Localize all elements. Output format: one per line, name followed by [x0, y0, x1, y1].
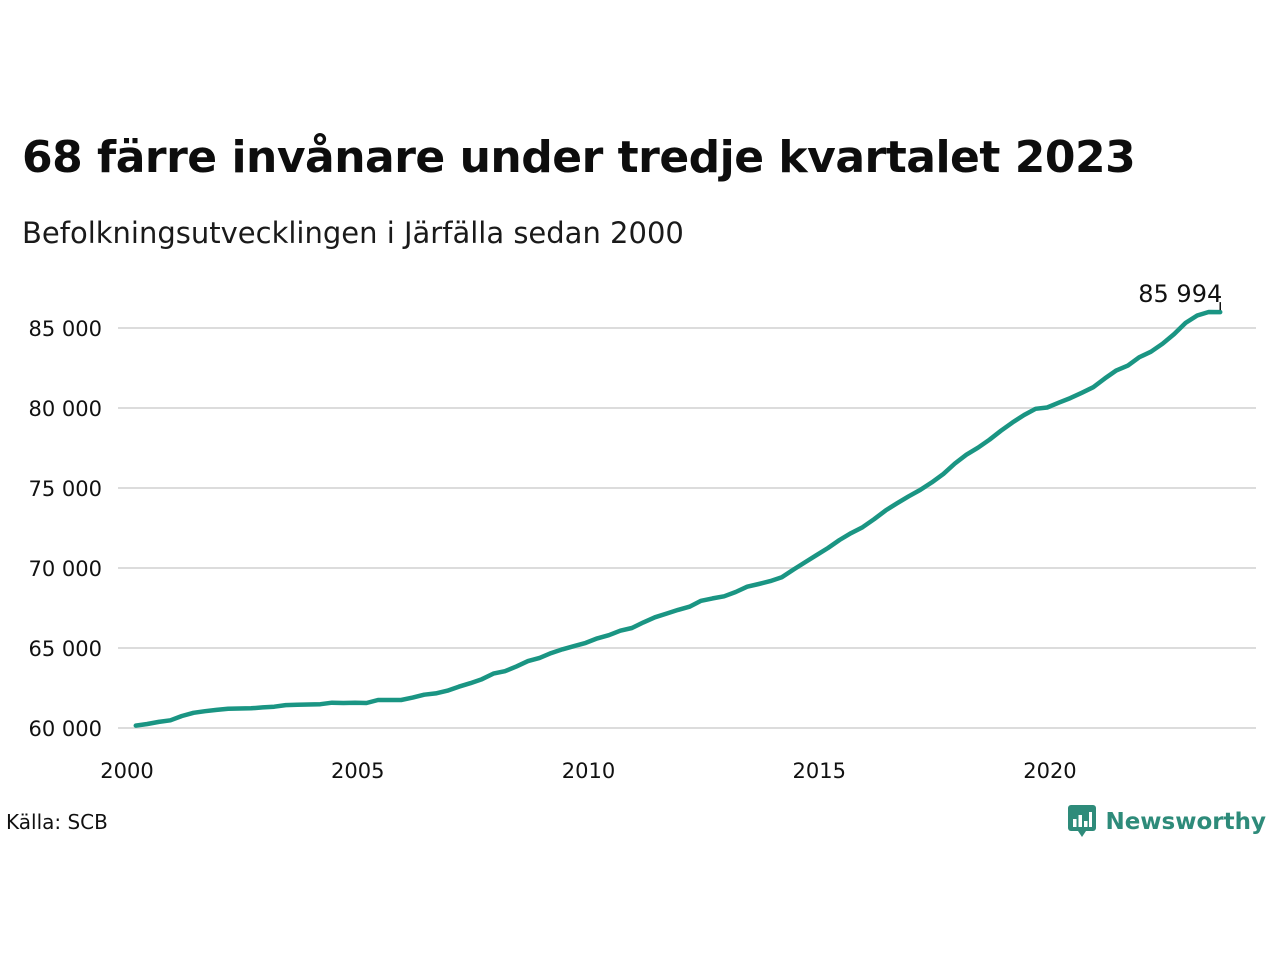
gridlines: [118, 327, 1256, 729]
brand-logo: Newsworthy: [1067, 804, 1266, 840]
x-tick-label: 2005: [331, 759, 384, 783]
y-tick-label: 60 000: [29, 717, 102, 741]
x-axis-tick-labels: 2000 2005 2010 2015 2020: [100, 759, 1076, 783]
x-tick-label: 2015: [792, 759, 845, 783]
y-tick-label: 75 000: [29, 477, 102, 501]
chart-subtitle: Befolkningsutvecklingen i Järfälla sedan…: [22, 216, 684, 250]
y-tick-label: 70 000: [29, 557, 102, 581]
y-tick-label: 65 000: [29, 637, 102, 661]
x-tick-label: 2000: [100, 759, 153, 783]
brand-name: Newsworthy: [1105, 809, 1266, 835]
end-value-label: 85 994: [1138, 280, 1222, 308]
y-tick-label: 80 000: [29, 397, 102, 421]
source-label: Källa: SCB: [6, 810, 108, 834]
series-group: [133, 309, 1223, 728]
chart-title: 68 färre invånare under tredje kvartalet…: [22, 132, 1136, 183]
x-tick-label: 2010: [562, 759, 615, 783]
x-tick-label: 2020: [1023, 759, 1076, 783]
y-axis-tick-labels: 60 000 65 000 70 000 75 000 80 000 85 000: [29, 317, 102, 741]
newsworthy-chart-bubble-icon: [1068, 805, 1097, 837]
series-line: [133, 309, 1223, 728]
y-tick-label: 85 000: [29, 317, 102, 341]
annotations: 85 994: [1138, 280, 1222, 311]
